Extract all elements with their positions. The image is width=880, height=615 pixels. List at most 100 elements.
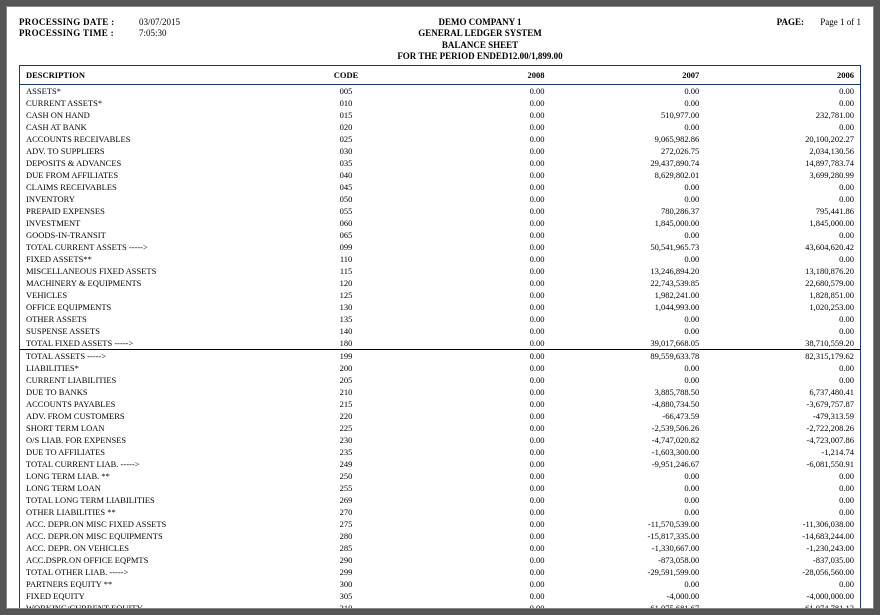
cell-2006: 0.00 <box>705 253 860 265</box>
cell-2008: 0.00 <box>396 350 551 363</box>
cell-2007: -4,747,020.82 <box>551 434 706 446</box>
cell-2006: -14,683,244.00 <box>705 530 860 542</box>
cell-description: OTHER ASSETS <box>20 313 296 325</box>
cell-code: 285 <box>296 542 395 554</box>
cell-2006: 2,034,130.56 <box>705 145 860 157</box>
cell-code: 230 <box>296 434 395 446</box>
cell-description: PARTNERS EQUITY ** <box>20 578 296 590</box>
table-row: DUE TO BANKS2100.003,885,788.506,737,480… <box>20 386 860 398</box>
cell-2007: 29,437,890.74 <box>551 157 706 169</box>
table-row: INVENTORY0500.000.000.00 <box>20 193 860 205</box>
table-row: LIABILITIES*2000.000.000.00 <box>20 362 860 374</box>
cell-code: 015 <box>296 109 395 121</box>
cell-2008: 0.00 <box>396 253 551 265</box>
table-row: TOTAL LONG TERM LIABILITIES2690.000.000.… <box>20 494 860 506</box>
cell-2006: 13,180,876.20 <box>705 265 860 277</box>
cell-2008: 0.00 <box>396 434 551 446</box>
cell-2006: 1,828,851.00 <box>705 289 860 301</box>
table-row: OTHER LIABILITIES **2700.000.000.00 <box>20 506 860 518</box>
cell-2007: 0.00 <box>551 313 706 325</box>
cell-code: 200 <box>296 362 395 374</box>
table-row: SHORT TERM LOAN2250.00-2,539,506.26-2,72… <box>20 422 860 434</box>
cell-code: 235 <box>296 446 395 458</box>
cell-code: 215 <box>296 398 395 410</box>
cell-2006: -61,074,781.13 <box>705 602 860 609</box>
table-row: O/S LIAB. FOR EXPENSES2300.00-4,747,020.… <box>20 434 860 446</box>
cell-description: LONG TERM LOAN <box>20 482 296 494</box>
cell-2006: 0.00 <box>705 374 860 386</box>
cell-2007: 50,541,965.73 <box>551 241 706 253</box>
cell-description: INVESTMENT <box>20 217 296 229</box>
table-row: ACC. DEPR.ON MISC FIXED ASSETS2750.00-11… <box>20 518 860 530</box>
cell-2008: 0.00 <box>396 85 551 98</box>
header-center: DEMO COMPANY 1 GENERAL LEDGER SYSTEM BAL… <box>259 17 701 62</box>
cell-2008: 0.00 <box>396 157 551 169</box>
cell-2008: 0.00 <box>396 602 551 609</box>
cell-2007: 0.00 <box>551 470 706 482</box>
cell-code: 220 <box>296 410 395 422</box>
cell-code: 055 <box>296 205 395 217</box>
cell-description: DEPOSITS & ADVANCES <box>20 157 296 169</box>
cell-code: 060 <box>296 217 395 229</box>
cell-2007: -15,817,335.00 <box>551 530 706 542</box>
cell-code: 210 <box>296 386 395 398</box>
cell-description: ACC.DSPR.ON OFFICE EQPMTS <box>20 554 296 566</box>
cell-2008: 0.00 <box>396 398 551 410</box>
cell-description: DUE TO AFFILIATES <box>20 446 296 458</box>
cell-2008: 0.00 <box>396 518 551 530</box>
cell-2007: 1,044,993.00 <box>551 301 706 313</box>
cell-2007: 0.00 <box>551 229 706 241</box>
col-description: DESCRIPTION <box>20 66 296 85</box>
cell-description: ACC. DEPR. ON VEHICLES <box>20 542 296 554</box>
cell-2006: -11,306,038.00 <box>705 518 860 530</box>
proc-time-value: 7:05:30 <box>139 28 167 38</box>
cell-2007: -29,591,599.00 <box>551 566 706 578</box>
cell-2008: 0.00 <box>396 446 551 458</box>
cell-2008: 0.00 <box>396 229 551 241</box>
cell-2006: -28,056,560.00 <box>705 566 860 578</box>
cell-2008: 0.00 <box>396 265 551 277</box>
cell-description: ACC. DEPR.ON MISC FIXED ASSETS <box>20 518 296 530</box>
table-row: PREPAID EXPENSES0550.00780,286.37795,441… <box>20 205 860 217</box>
cell-2008: 0.00 <box>396 362 551 374</box>
cell-2006: 0.00 <box>705 494 860 506</box>
cell-description: MACHINERY & EQUIPMENTS <box>20 277 296 289</box>
cell-2008: 0.00 <box>396 422 551 434</box>
cell-description: ACCOUNTS RECEIVABLES <box>20 133 296 145</box>
cell-2008: 0.00 <box>396 205 551 217</box>
cell-2006: -2,722,208.26 <box>705 422 860 434</box>
col-2007: 2007 <box>551 66 706 85</box>
cell-code: 115 <box>296 265 395 277</box>
cell-2008: 0.00 <box>396 386 551 398</box>
table-row: DEPOSITS & ADVANCES0350.0029,437,890.741… <box>20 157 860 169</box>
table-row: MACHINERY & EQUIPMENTS1200.0022,743,539.… <box>20 277 860 289</box>
cell-code: 199 <box>296 350 395 363</box>
cell-code: 065 <box>296 229 395 241</box>
company-name: DEMO COMPANY 1 <box>259 17 701 28</box>
cell-2008: 0.00 <box>396 337 551 350</box>
cell-2008: 0.00 <box>396 554 551 566</box>
table-row: FIXED ASSETS**1100.000.000.00 <box>20 253 860 265</box>
cell-2008: 0.00 <box>396 97 551 109</box>
cell-code: 310 <box>296 602 395 609</box>
cell-description: CASH AT BANK <box>20 121 296 133</box>
cell-code: 140 <box>296 325 395 337</box>
cell-description: INVENTORY <box>20 193 296 205</box>
cell-2008: 0.00 <box>396 530 551 542</box>
cell-description: DUE FROM AFFILIATES <box>20 169 296 181</box>
cell-2007: 8,629,802.01 <box>551 169 706 181</box>
cell-2007: -873,058.00 <box>551 554 706 566</box>
header-right: PAGE: Page 1 of 1 <box>701 17 861 62</box>
cell-2007: 22,743,539.85 <box>551 277 706 289</box>
cell-2008: 0.00 <box>396 241 551 253</box>
cell-code: 269 <box>296 494 395 506</box>
table-row: ACC.DSPR.ON OFFICE EQPMTS2900.00-873,058… <box>20 554 860 566</box>
cell-description: FIXED EQUITY <box>20 590 296 602</box>
cell-description: DUE TO BANKS <box>20 386 296 398</box>
cell-2006: 43,604,620.42 <box>705 241 860 253</box>
cell-2006: 795,441.86 <box>705 205 860 217</box>
cell-2008: 0.00 <box>396 169 551 181</box>
table-row: CURRENT ASSETS*0100.000.000.00 <box>20 97 860 109</box>
cell-description: ADV. TO SUPPLIERS <box>20 145 296 157</box>
cell-description: TOTAL FIXED ASSETS -----> <box>20 337 296 350</box>
